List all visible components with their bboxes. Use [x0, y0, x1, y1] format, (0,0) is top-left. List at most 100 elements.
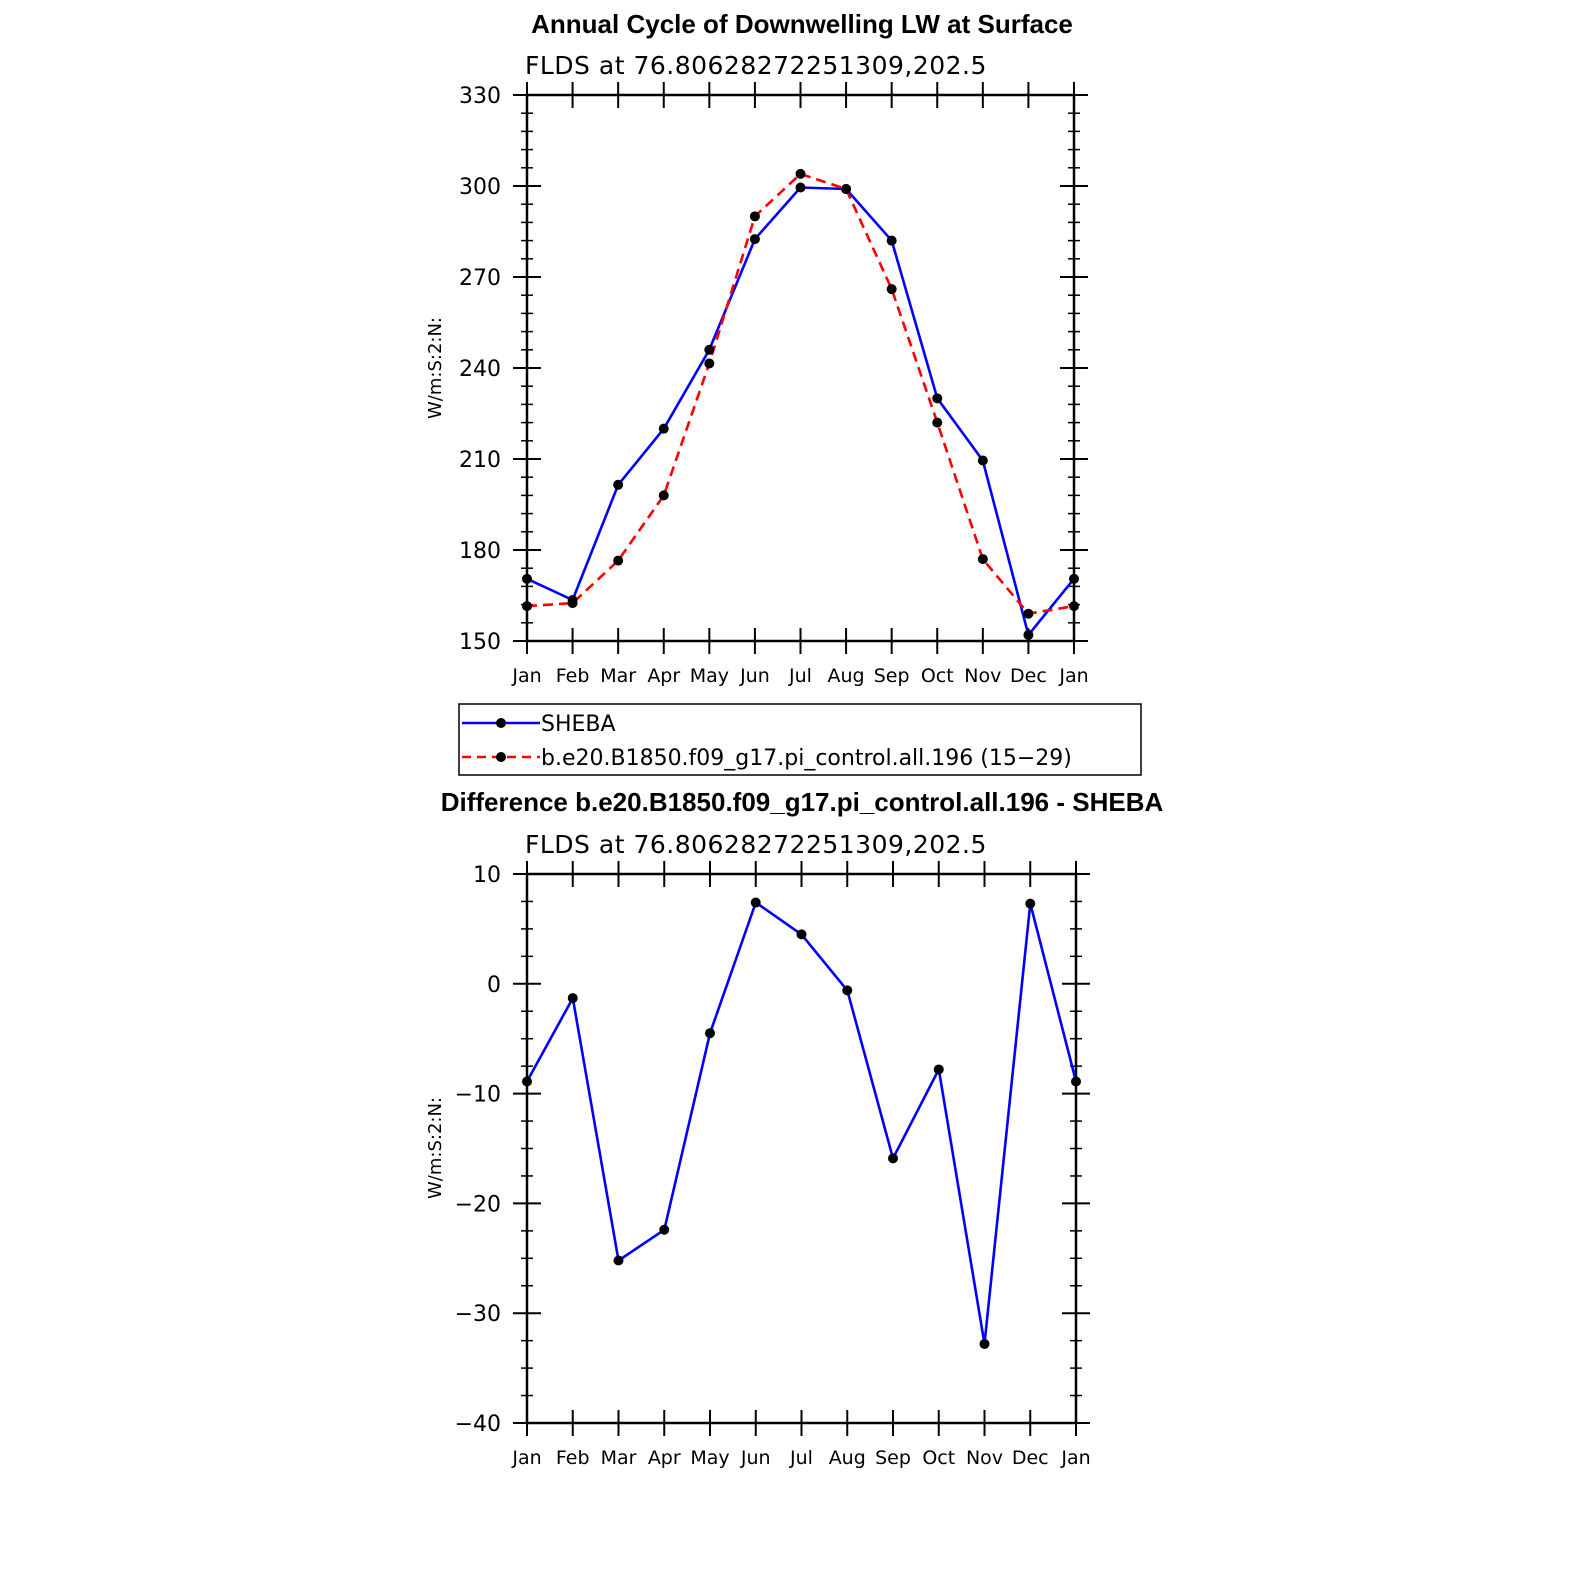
- y-tick-label: −10: [455, 1083, 501, 1108]
- chart-title: Annual Cycle of Downwelling LW at Surfac…: [531, 9, 1073, 39]
- difference-chart: Difference b.e20.B1850.f09_g17.pi_contro…: [425, 787, 1163, 1469]
- data-point-series-1: [932, 417, 943, 428]
- chart-subtitle: FLDS at 76.80628272251309,202.5: [525, 830, 987, 859]
- data-point-series-0: [933, 1064, 944, 1075]
- data-point-series-0: [979, 1338, 990, 1349]
- x-tick-label: Aug: [829, 1447, 866, 1469]
- series-group: [522, 168, 1079, 640]
- data-point-series-1: [1069, 601, 1079, 612]
- data-point-series-0: [749, 234, 760, 245]
- legend-label-model: b.e20.B1850.f09_g17.pi_control.all.196 (…: [541, 746, 1072, 771]
- x-tick-label: Mar: [601, 1447, 637, 1469]
- data-point-series-0: [795, 182, 806, 193]
- data-point-series-1: [567, 598, 578, 609]
- y-tick-label: 210: [459, 448, 501, 473]
- data-point-series-0: [659, 1224, 670, 1235]
- y-tick-label: 330: [459, 84, 501, 109]
- series-line-0: [525, 901, 1078, 1346]
- x-tick-label: Jan: [511, 1447, 541, 1469]
- y-tick-label: 0: [487, 973, 501, 998]
- y-tick-label: −20: [455, 1192, 501, 1217]
- data-point-series-0: [705, 1028, 715, 1039]
- series-line-1: [526, 172, 1075, 616]
- legend-marker-sheba: [496, 718, 506, 728]
- y-tick-label: 240: [459, 357, 501, 382]
- x-tick-label: Apr: [648, 1447, 681, 1469]
- x-tick-label: Dec: [1012, 1447, 1049, 1469]
- data-point-series-0: [932, 393, 943, 404]
- data-point-series-0: [886, 235, 897, 246]
- x-tick-label: Jan: [1060, 1447, 1090, 1469]
- x-tick-label: Jan: [511, 665, 541, 687]
- data-point-series-0: [658, 423, 669, 434]
- data-point-series-1: [977, 554, 988, 565]
- data-point-series-1: [795, 168, 806, 179]
- legend-label-sheba: SHEBA: [541, 712, 616, 737]
- y-tick-label: 270: [459, 266, 501, 291]
- chart-subtitle: FLDS at 76.80628272251309,202.5: [525, 51, 987, 80]
- y-tick-label: −40: [455, 1412, 501, 1437]
- y-tick-label: 180: [459, 539, 501, 564]
- data-point-series-0: [1069, 573, 1079, 584]
- x-tick-label: Jul: [789, 1447, 813, 1469]
- x-tick-label: May: [690, 1447, 729, 1469]
- x-tick-label: Oct: [921, 665, 954, 687]
- x-tick-label: Dec: [1010, 665, 1047, 687]
- data-point-series-1: [522, 601, 532, 612]
- data-point-series-0: [522, 573, 532, 584]
- x-tick-label: Nov: [966, 1447, 1003, 1469]
- x-tick-label: Sep: [874, 665, 910, 687]
- data-point-series-0: [1025, 898, 1036, 909]
- axis-ticks: [513, 861, 1090, 1436]
- data-point-series-0: [1023, 629, 1034, 640]
- data-point-series-1: [886, 284, 897, 295]
- series-group: [522, 897, 1081, 1349]
- y-tick-label: 300: [459, 175, 501, 200]
- chart-title: Difference b.e20.B1850.f09_g17.pi_contro…: [441, 787, 1164, 817]
- y-axis-label: W/m:S:2:N:: [425, 1097, 446, 1199]
- legend-box: [458, 703, 1142, 776]
- x-tick-label: Sep: [875, 1447, 911, 1469]
- x-tick-label: Apr: [647, 665, 680, 687]
- data-point-series-0: [613, 479, 624, 490]
- plot-frame: [525, 872, 1078, 1425]
- x-tick-label: Jun: [740, 1447, 771, 1469]
- y-tick-label: 150: [459, 630, 501, 655]
- data-point-series-1: [658, 490, 669, 501]
- x-tick-label: Mar: [600, 665, 636, 687]
- data-point-series-0: [522, 1076, 532, 1087]
- data-point-series-0: [567, 993, 578, 1004]
- data-point-series-1: [613, 555, 624, 566]
- data-point-series-0: [1071, 1076, 1081, 1087]
- x-tick-label: Oct: [922, 1447, 955, 1469]
- data-point-series-0: [977, 455, 988, 466]
- y-axis-label: W/m:S:2:N:: [425, 317, 446, 419]
- x-tick-label: Aug: [828, 665, 865, 687]
- y-tick-label: −30: [455, 1302, 501, 1327]
- x-tick-label: Nov: [964, 665, 1001, 687]
- legend-marker-model: [496, 752, 506, 762]
- data-point-series-1: [1023, 608, 1034, 619]
- data-point-series-0: [704, 344, 715, 355]
- axis-ticks: [513, 82, 1088, 654]
- y-tick-labels: 150 180 210 240 270 300 330: [459, 84, 501, 655]
- y-tick-labels: −40 −30 −20 −10 0 10: [455, 863, 501, 1437]
- x-tick-label: May: [690, 665, 729, 687]
- data-point-series-0: [750, 897, 761, 908]
- x-tick-label: Jul: [788, 665, 812, 687]
- x-tick-labels: Jan Feb Mar Apr May Jun Jul Aug Sep Oct Nov Dec Jan: [511, 665, 1088, 687]
- data-point-series-1: [749, 211, 760, 222]
- x-tick-label: Feb: [556, 665, 590, 687]
- data-point-series-0: [842, 985, 853, 996]
- x-tick-label: Jun: [739, 665, 770, 687]
- x-tick-label: Jan: [1058, 665, 1088, 687]
- data-point-series-1: [704, 358, 715, 369]
- data-point-series-0: [888, 1153, 898, 1164]
- annual-cycle-chart: Annual Cycle of Downwelling LW at Surfac…: [425, 9, 1089, 687]
- x-tick-label: Feb: [556, 1447, 590, 1469]
- x-tick-labels: Jan Feb Mar Apr May Jun Jul Aug Sep Oct Nov Dec Jan: [511, 1447, 1090, 1469]
- data-point-series-1: [841, 184, 852, 195]
- data-point-series-0: [796, 929, 807, 940]
- data-point-series-0: [613, 1255, 624, 1266]
